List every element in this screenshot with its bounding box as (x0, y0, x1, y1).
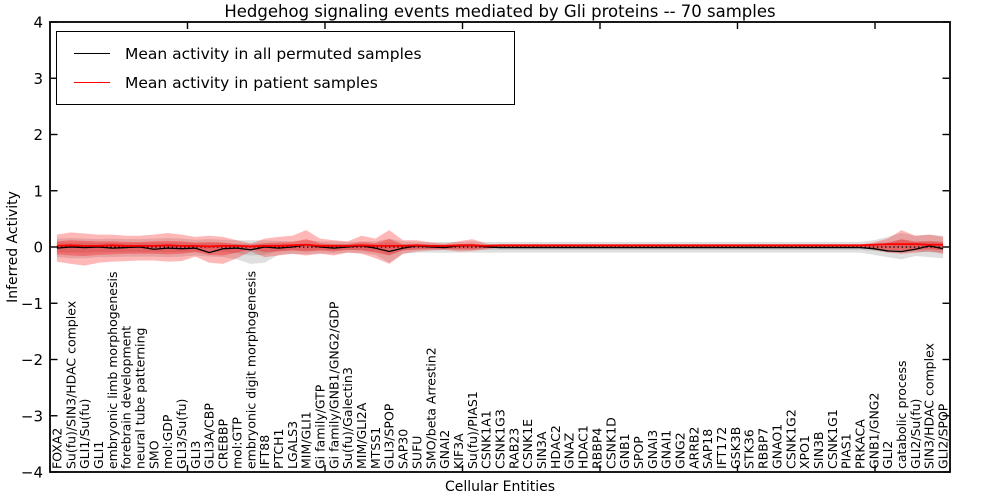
x-category-label: CSNK1E (520, 419, 535, 469)
y-tick-label: −1 (21, 295, 43, 313)
patient-mean-line (56, 243, 944, 248)
x-category-label: ARRB2 (686, 427, 701, 469)
x-category-label: LGALS3 (285, 421, 300, 469)
x-category-label: MIM/GLI1 (299, 411, 314, 469)
x-category-label: Gi family/GNB1/GNG2/GDP (326, 301, 341, 469)
x-category-label: STK36 (742, 429, 757, 469)
x-category-label: GNB1 (617, 433, 632, 469)
x-category-label: catabolic process (894, 360, 909, 469)
x-category-label: GLI1/Su(fu) (77, 399, 92, 469)
x-category-label: GLI3A/CBP (202, 403, 217, 469)
x-category-label: SMO/beta Arrestin2 (423, 347, 438, 469)
x-category-label: GLI3/Su(fu) (174, 399, 189, 469)
x-category-label: embryonic digit morphogenesis (243, 271, 258, 469)
x-category-label: MTSS1 (368, 427, 383, 469)
x-category-label: FOXA2 (49, 428, 64, 469)
x-category-label: Su(fu)/Galectin3 (340, 367, 355, 469)
legend: Mean activity in all permuted samples Me… (56, 31, 515, 105)
x-category-label: GSK3B (728, 427, 743, 469)
x-category-label: SIN3/HDAC complex (922, 343, 937, 469)
patient-range-band (56, 230, 944, 266)
x-category-label: PIAS1 (839, 433, 854, 469)
x-category-label: GLI2/SPOP (936, 403, 951, 469)
x-category-label: SUFU (409, 436, 424, 469)
x-category-label: embryonic limb morphogenesis (105, 272, 120, 469)
x-category-label: GNAI3 (645, 430, 660, 469)
y-tick-label: 2 (33, 126, 43, 144)
plot-frame (49, 21, 951, 473)
x-category-label: SAP18 (700, 429, 715, 469)
x-category-label: CREBBP (216, 419, 231, 469)
legend-line-red-icon (74, 82, 110, 83)
x-category-label: neural tube patterning (133, 328, 148, 469)
x-category-label: IFT88 (257, 435, 272, 469)
y-tick-label: 1 (33, 182, 43, 200)
y-tick-label: −3 (21, 407, 43, 425)
x-category-label: GLI2 (880, 441, 895, 469)
x-category-label: Su(fu)/PIAS1 (465, 391, 480, 469)
x-category-label: GNAI2 (437, 430, 452, 469)
x-category-label: CSNK1G3 (493, 409, 508, 469)
x-category-label: CSNK1G1 (825, 409, 840, 469)
y-tick-label: 0 (33, 239, 43, 257)
x-category-label: PTCH1 (271, 428, 286, 469)
x-category-label: RAB23 (506, 428, 521, 469)
x-category-label: GLI3 (188, 441, 203, 469)
legend-item-permuted: Mean activity in all permuted samples (74, 39, 514, 68)
x-category-label: CSNK1G2 (783, 409, 798, 469)
x-category-label: RBBP4 (589, 428, 604, 469)
x-category-label: GLI1 (91, 441, 106, 469)
permuted-range-band (56, 232, 944, 264)
x-category-label: MIM/GLI2A (354, 402, 369, 469)
x-category-label: Su(fu)/SIN3/HDAC complex (63, 301, 78, 469)
x-category-label: mol:GTP (229, 417, 244, 469)
x-category-label: SIN3B (811, 432, 826, 470)
x-category-label: XPO1 (797, 435, 812, 469)
x-category-label: RBBP7 (756, 428, 771, 469)
x-category-label: Gi family/GTP (313, 384, 328, 469)
x-category-label: GLI3/SPOP (382, 403, 397, 469)
x-category-label: SAP30 (396, 429, 411, 469)
legend-label-permuted: Mean activity in all permuted samples (125, 44, 422, 63)
permuted-mean-line (56, 244, 944, 254)
y-tick-label: 4 (33, 14, 43, 32)
x-category-label: SPOP (631, 436, 646, 469)
x-axis-label: Cellular Entities (444, 479, 556, 495)
chart-title: Hedgehog signaling events mediated by Gl… (224, 2, 776, 21)
x-category-label: GNB1/GNG2 (866, 393, 881, 469)
y-tick-label: −4 (21, 464, 43, 482)
x-category-label: CSNK1D (603, 417, 618, 469)
x-category-label: GNAI1 (659, 430, 674, 469)
legend-line-black-icon (74, 53, 110, 54)
x-category-label: HDAC2 (548, 425, 563, 469)
x-category-label: CSNK1A1 (479, 410, 494, 469)
x-category-label: PRKACA (853, 419, 868, 469)
y-tick-label: −2 (21, 351, 43, 369)
x-category-label: IFT172 (714, 427, 729, 469)
x-category-label: forebrain development (119, 326, 134, 469)
legend-item-patient: Mean activity in patient samples (74, 68, 514, 97)
x-category-label: GNAO1 (769, 424, 784, 469)
x-category-label: SIN3A (534, 431, 549, 469)
y-axis-label: Inferred Activity (5, 191, 21, 303)
x-category-label: mol:GDP (160, 414, 175, 469)
y-tick-label: 3 (33, 70, 43, 88)
x-category-label: GNAZ (562, 433, 577, 469)
legend-label-patient: Mean activity in patient samples (125, 73, 378, 92)
x-category-label: HDAC1 (576, 425, 591, 469)
x-category-label: GNG2 (673, 432, 688, 469)
x-category-label: GLI2/Su(fu) (908, 399, 923, 469)
x-category-label: KIF3A (451, 433, 466, 469)
x-category-label: SMO (146, 440, 161, 469)
